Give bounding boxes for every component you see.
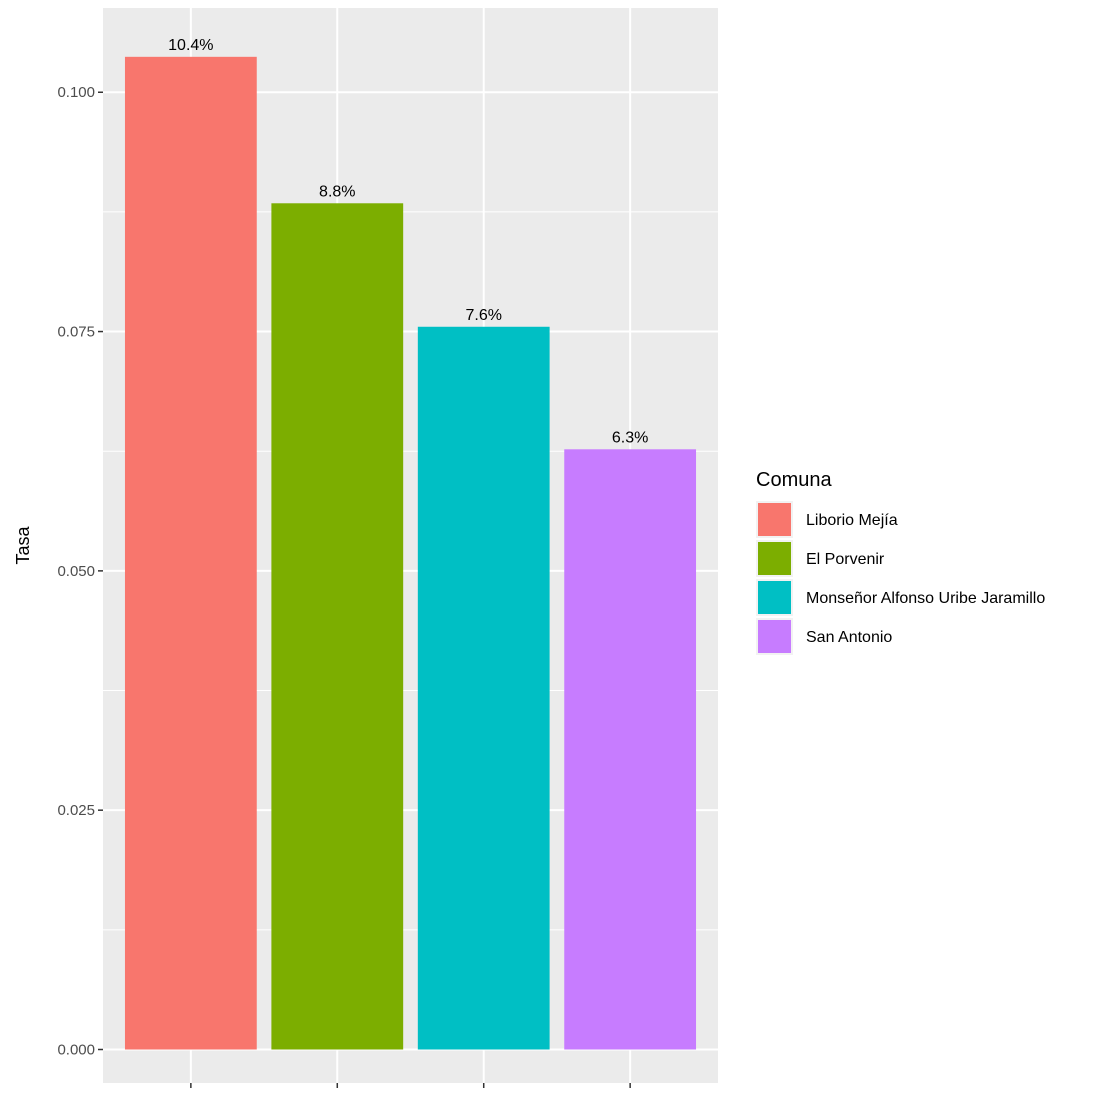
y-tick-label: 0.100 (57, 84, 95, 101)
legend-title: Comuna (756, 469, 832, 491)
bar (124, 56, 257, 1050)
y-tick-label: 0.000 (57, 1041, 95, 1058)
bar (271, 203, 404, 1050)
bar (564, 449, 697, 1050)
data-labels: 10.4% 8.8% 7.6% 6.3% (168, 37, 648, 446)
bar (417, 326, 550, 1050)
y-axis-title: Tasa (13, 526, 33, 565)
y-axis: 0.000 0.025 0.050 0.075 0.100 (57, 84, 103, 1058)
legend-label: San Antonio (806, 629, 892, 646)
y-tick-label: 0.050 (57, 563, 95, 580)
legend: Comuna Liborio Mejía El Porvenir Monseñor … (756, 469, 1045, 655)
data-label: 10.4% (168, 37, 213, 54)
bars (124, 56, 697, 1050)
legend-key (758, 542, 791, 575)
y-tick-label: 0.025 (57, 802, 95, 819)
data-label: 7.6% (465, 307, 501, 324)
legend-label: El Porvenir (806, 551, 885, 568)
legend-key (758, 503, 791, 536)
x-axis (190, 1083, 631, 1088)
legend-key (758, 620, 791, 653)
data-label: 6.3% (612, 429, 648, 446)
legend-label: Liborio Mejía (806, 512, 898, 529)
data-label: 8.8% (319, 183, 355, 200)
y-tick-label: 0.075 (57, 324, 95, 341)
legend-key (758, 581, 791, 614)
legend-label: Monseñor Alfonso Uribe Jaramillo (806, 590, 1045, 607)
